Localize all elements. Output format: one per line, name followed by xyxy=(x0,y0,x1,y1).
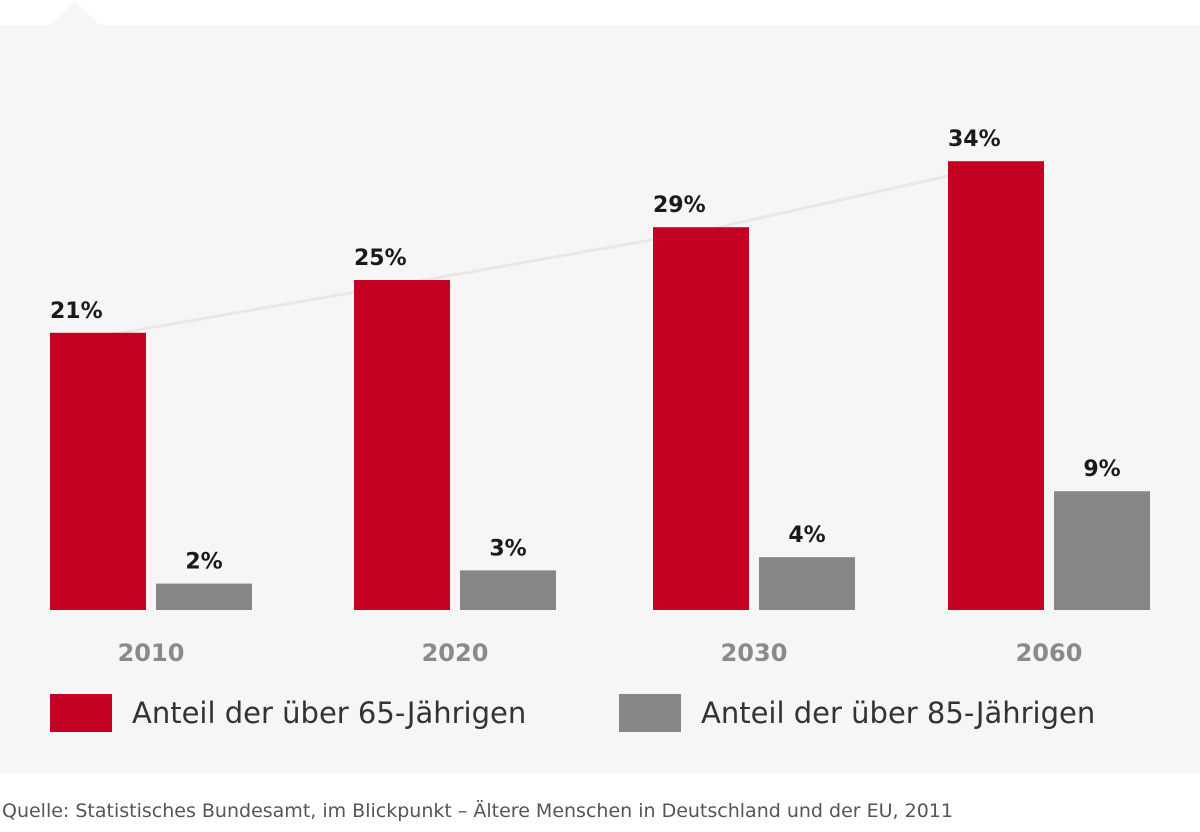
bar-65-2020 xyxy=(354,280,450,610)
trend-line xyxy=(97,163,997,339)
value-label-85-2060: 9% xyxy=(1083,457,1120,482)
source-note: Quelle: Statistisches Bundesamt, im Blic… xyxy=(2,800,953,822)
legend-item-85: Anteil der über 85-Jährigen xyxy=(619,693,1095,733)
bar-65-2010 xyxy=(50,332,146,610)
year-label-2060: 2060 xyxy=(1016,639,1083,667)
legend-swatch-65 xyxy=(50,694,112,732)
bar-65-2060 xyxy=(948,161,1044,610)
value-labels-layer: 21% 2% 25% 3% 29% 4% 34% 9% xyxy=(50,127,1121,574)
value-label-65-2020: 25% xyxy=(354,246,407,271)
value-label-85-2030: 4% xyxy=(788,523,825,548)
value-label-65-2060: 34% xyxy=(948,127,1001,152)
legend-label-65: Anteil der über 65-Jährigen xyxy=(132,696,527,730)
year-label-2030: 2030 xyxy=(721,639,788,667)
bars-layer xyxy=(50,161,1150,610)
bar-85-2020 xyxy=(460,570,556,610)
bar-85-2030 xyxy=(759,557,855,610)
panel-notch xyxy=(50,2,100,25)
year-label-2020: 2020 xyxy=(422,639,489,667)
year-labels-layer: 2010 2020 2030 2060 xyxy=(118,639,1083,667)
legend-swatch-85 xyxy=(619,694,681,732)
bar-65-2030 xyxy=(653,227,749,610)
value-label-65-2010: 21% xyxy=(50,299,103,324)
bar-85-2010 xyxy=(156,583,252,610)
bar-85-2060 xyxy=(1054,491,1150,610)
year-label-2010: 2010 xyxy=(118,639,185,667)
value-label-65-2030: 29% xyxy=(653,193,706,218)
value-label-85-2010: 2% xyxy=(185,550,222,575)
legend-label-85: Anteil der über 85-Jährigen xyxy=(701,696,1096,730)
value-label-85-2020: 3% xyxy=(489,536,526,561)
legend-item-65: Anteil der über 65-Jährigen xyxy=(50,693,526,733)
